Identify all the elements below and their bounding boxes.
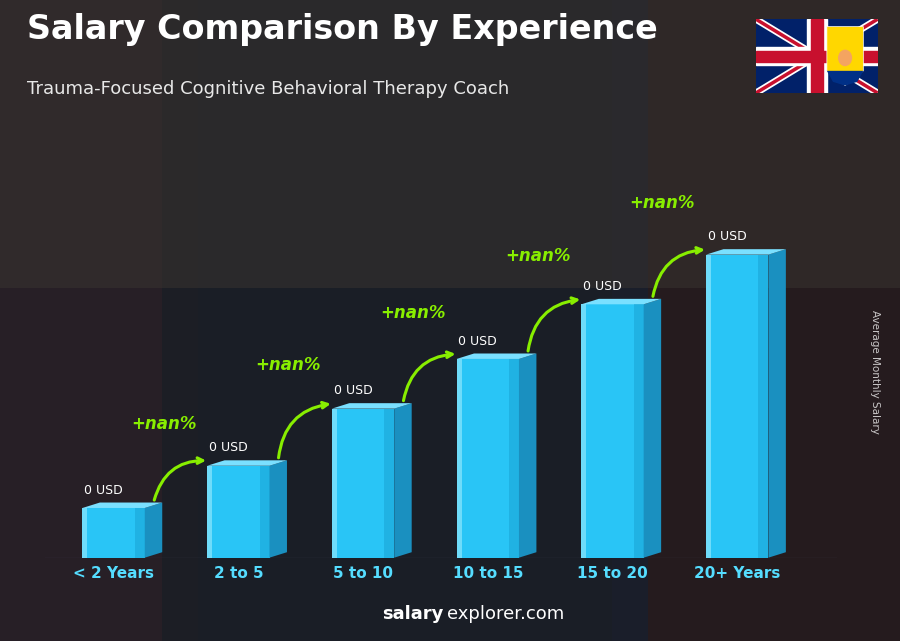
Text: +nan%: +nan% bbox=[130, 415, 196, 433]
Polygon shape bbox=[759, 254, 769, 558]
Polygon shape bbox=[207, 466, 212, 558]
Text: +nan%: +nan% bbox=[630, 194, 695, 212]
Polygon shape bbox=[827, 71, 863, 86]
Text: 0 USD: 0 USD bbox=[583, 280, 622, 293]
Polygon shape bbox=[706, 254, 711, 558]
Text: salary: salary bbox=[382, 604, 444, 623]
Text: 0 USD: 0 USD bbox=[85, 483, 123, 497]
Text: Salary Comparison By Experience: Salary Comparison By Experience bbox=[27, 13, 658, 46]
Polygon shape bbox=[634, 304, 643, 558]
Bar bbox=[0, 0, 198, 641]
Text: 0 USD: 0 USD bbox=[708, 230, 747, 243]
Text: +nan%: +nan% bbox=[256, 356, 321, 374]
Polygon shape bbox=[519, 353, 536, 558]
Bar bbox=[806, 19, 827, 93]
Polygon shape bbox=[269, 460, 287, 558]
Polygon shape bbox=[145, 503, 162, 558]
Polygon shape bbox=[207, 466, 269, 558]
Polygon shape bbox=[135, 508, 145, 558]
Polygon shape bbox=[706, 249, 786, 254]
Text: 0 USD: 0 USD bbox=[334, 384, 373, 397]
Ellipse shape bbox=[838, 49, 852, 66]
Polygon shape bbox=[384, 409, 394, 558]
Polygon shape bbox=[509, 359, 519, 558]
Polygon shape bbox=[456, 359, 519, 558]
Bar bbox=[756, 47, 878, 65]
Text: +nan%: +nan% bbox=[380, 304, 446, 322]
Polygon shape bbox=[581, 304, 643, 558]
Text: Trauma-Focused Cognitive Behavioral Therapy Coach: Trauma-Focused Cognitive Behavioral Ther… bbox=[27, 79, 509, 97]
Text: +nan%: +nan% bbox=[505, 247, 571, 265]
Polygon shape bbox=[644, 299, 662, 558]
Polygon shape bbox=[456, 359, 462, 558]
Polygon shape bbox=[769, 249, 786, 558]
Polygon shape bbox=[827, 26, 863, 86]
Polygon shape bbox=[332, 409, 394, 558]
Bar bbox=[648, 0, 900, 641]
Text: 0 USD: 0 USD bbox=[209, 442, 248, 454]
Text: 0 USD: 0 USD bbox=[458, 335, 497, 347]
Polygon shape bbox=[706, 254, 769, 558]
Polygon shape bbox=[332, 403, 411, 409]
Polygon shape bbox=[581, 304, 586, 558]
Bar bbox=[756, 51, 878, 62]
Polygon shape bbox=[581, 299, 662, 304]
Polygon shape bbox=[83, 508, 145, 558]
Polygon shape bbox=[83, 503, 162, 508]
Bar bbox=[162, 0, 612, 641]
Polygon shape bbox=[332, 409, 337, 558]
Bar bbox=[0, 0, 900, 288]
Polygon shape bbox=[259, 466, 269, 558]
Bar bbox=[811, 19, 823, 93]
Polygon shape bbox=[456, 353, 536, 359]
Polygon shape bbox=[83, 508, 87, 558]
Polygon shape bbox=[394, 403, 411, 558]
Text: explorer.com: explorer.com bbox=[447, 604, 564, 623]
Text: Average Monthly Salary: Average Monthly Salary bbox=[870, 310, 880, 434]
Polygon shape bbox=[207, 460, 287, 466]
